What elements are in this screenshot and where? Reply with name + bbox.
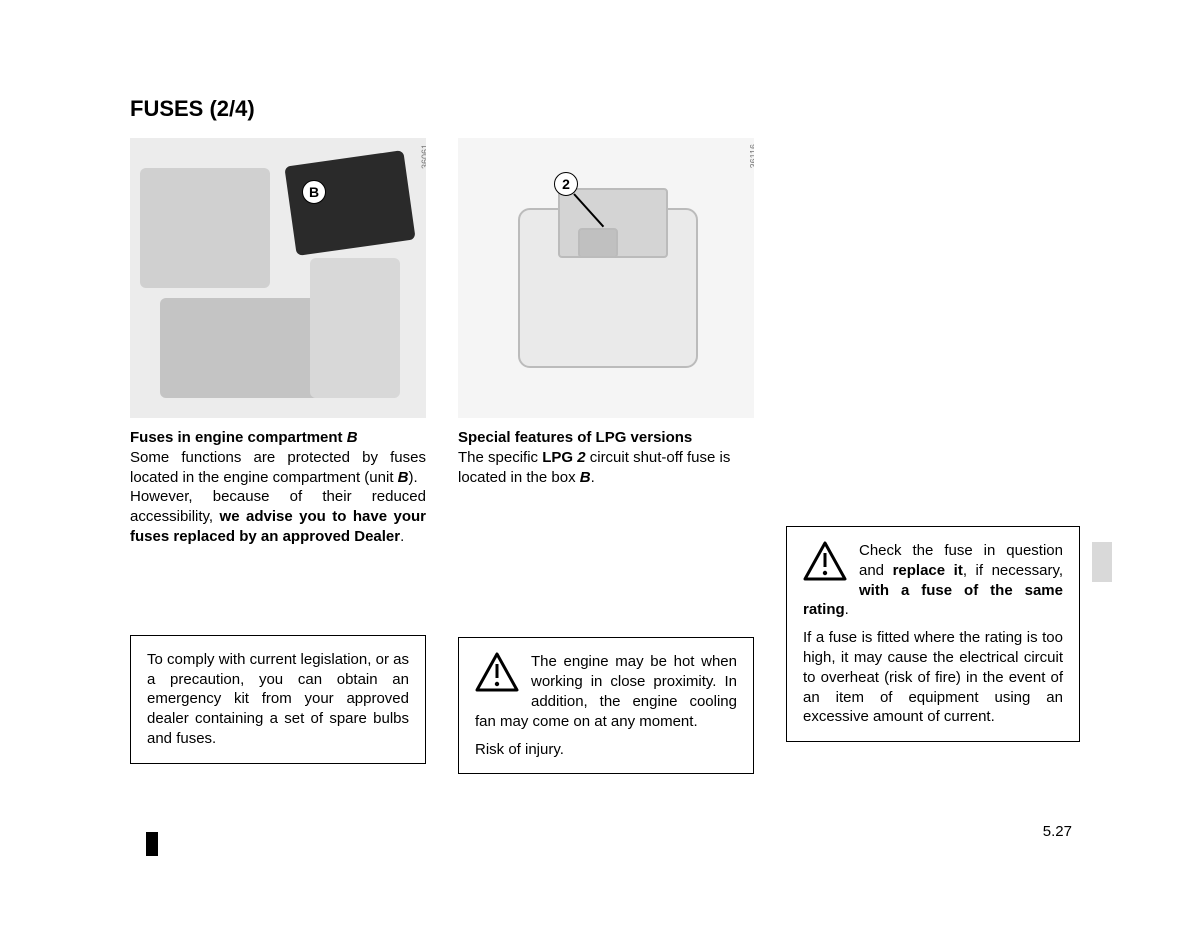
col2-para-c: . xyxy=(591,469,595,486)
col1-para2-b: . xyxy=(400,528,404,545)
col1-text: Fuses in engine compartment B Some funct… xyxy=(130,428,426,547)
column-3: Check the fuse in question and replace i… xyxy=(786,138,1080,774)
col1-para1-b: ). xyxy=(409,469,418,486)
fuse-p1-bold2: with a fuse of the same rating xyxy=(803,582,1063,619)
warning-icon-2 xyxy=(803,541,851,583)
image-ref-number-2: 36116 xyxy=(748,144,754,168)
col1-heading-prefix: Fuses in engine compartment xyxy=(130,429,347,446)
callout-label: B xyxy=(309,184,319,200)
col2-para-ref2: B xyxy=(580,469,591,486)
spare-kit-box: To comply with current legislation, or a… xyxy=(130,635,426,764)
callout-b: B xyxy=(302,180,326,204)
fuse-box-image: 36116 2 xyxy=(458,138,754,418)
content-columns: 36061 B Fuses in engine compartment B So… xyxy=(130,138,1080,774)
col2-heading: Special features of LPG versions xyxy=(458,429,692,446)
warning-icon xyxy=(475,652,523,694)
image-ref-number: 36061 xyxy=(420,144,426,169)
fuse-p2: If a fuse is fitted where the rating is … xyxy=(803,628,1063,727)
engine-hot-p2: Risk of injury. xyxy=(475,740,737,760)
col2-para-a: The specific xyxy=(458,449,542,466)
footer-mark xyxy=(146,832,158,856)
callout-2: 2 xyxy=(554,172,578,196)
col1-para1-a: Some functions are protected by fuses lo… xyxy=(130,449,426,486)
spare-kit-text: To comply with current legislation, or a… xyxy=(147,651,409,747)
manual-page: FUSES (2/4) 36061 B Fuses in engine comp… xyxy=(0,0,1200,834)
engine-compartment-image: 36061 B xyxy=(130,138,426,418)
col2-text: Special features of LPG versions The spe… xyxy=(458,428,754,487)
fuse-p1-b: , if necessary, xyxy=(963,562,1063,579)
fuse-p1-c: . xyxy=(845,601,849,618)
fuse-rating-warning-box: Check the fuse in question and replace i… xyxy=(786,526,1080,742)
column-1: 36061 B Fuses in engine compartment B So… xyxy=(130,138,426,774)
page-number: 5.27 xyxy=(1043,823,1072,840)
page-title: FUSES (2/4) xyxy=(130,96,1080,122)
col2-para-ref: 2 xyxy=(577,449,585,466)
engine-hot-warning-box: The engine may be hot when working in cl… xyxy=(458,637,754,774)
fuse-p1-bold1: replace it xyxy=(893,562,963,579)
callout-2-label: 2 xyxy=(562,176,570,192)
col1-heading-ref: B xyxy=(347,429,358,446)
col2-para-bold: LPG xyxy=(542,449,577,466)
column-2: 36116 2 Special features of LPG versions… xyxy=(458,138,754,774)
section-tab xyxy=(1092,542,1112,582)
col1-para1-ref: B xyxy=(398,469,409,486)
